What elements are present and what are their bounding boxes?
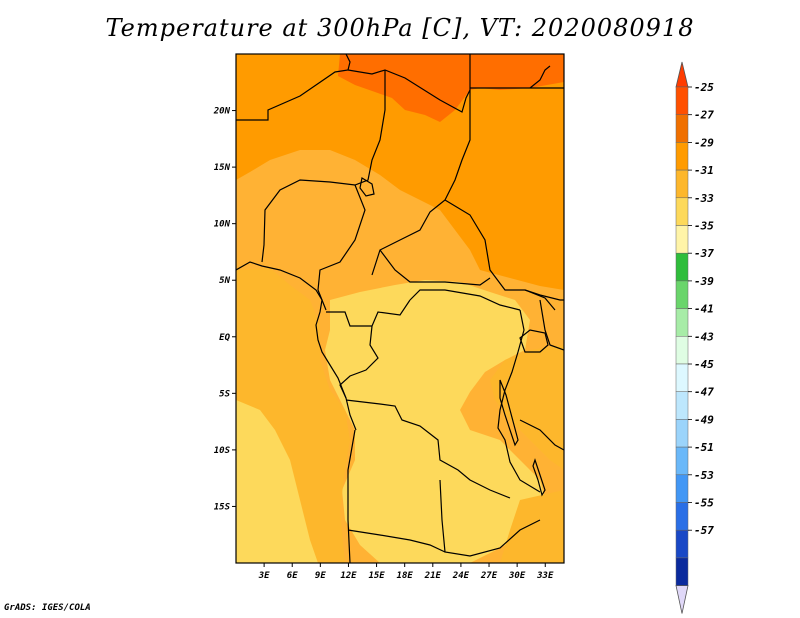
lon-tick-label: 3E [258, 571, 270, 581]
field-band-31-southeast [500, 490, 564, 563]
colorbar-box [675, 446, 689, 476]
colorbar-label: -45 [694, 358, 714, 371]
colorbar-box [675, 363, 689, 392]
border-angola-zambia [347, 429, 356, 563]
coastline-gulf-of-guinea [236, 261, 357, 431]
lat-tick-label: EQ [219, 333, 230, 343]
border-chad-car [379, 249, 491, 286]
lake-chad [359, 177, 375, 197]
colorbar-label: -25 [694, 81, 714, 94]
colorbar-box [675, 86, 689, 115]
colorbar-box [675, 557, 689, 586]
lat-tick-label: 10N [214, 220, 231, 230]
colorbar-label: -47 [694, 386, 714, 399]
lon-tick-label: 12E [340, 571, 357, 581]
colorbar-label: -53 [694, 469, 714, 482]
colorbar-label: -41 [694, 303, 714, 316]
lon-tick-label: 15E [368, 571, 385, 581]
colorbar-label: -55 [694, 497, 714, 510]
latitude-axis: 20N 15N 10N 5N EQ 5S 10S 15S [213, 107, 236, 512]
grads-credit: GrADS: IGES/COLA [4, 603, 91, 613]
red-sea-coast [529, 65, 551, 89]
colorbar-label: -43 [694, 330, 714, 343]
lon-tick-label: 30E [508, 571, 526, 581]
lat-tick-label: 20N [213, 107, 231, 117]
colorbar-box [675, 225, 689, 254]
temperature-field [236, 54, 564, 563]
border-sudan-south [444, 199, 556, 311]
colorbar-box [675, 502, 689, 531]
border-chad-sudan [371, 90, 471, 276]
colorbar-box [675, 391, 689, 420]
colorbar-label: -39 [694, 275, 714, 288]
lat-tick-label: 5N [219, 276, 230, 286]
colorbar-box [675, 419, 689, 448]
map-title: Temperature at 300hPa [C], VT: 202008091… [105, 14, 695, 42]
field-band-25-north [338, 54, 470, 122]
colorbar-label: -49 [694, 413, 714, 426]
colorbar-label: -33 [694, 192, 714, 205]
colorbar-box [675, 529, 689, 559]
colorbar-box [675, 142, 689, 171]
border-angola-south [347, 529, 446, 553]
colorbar-top-arrow [675, 61, 689, 88]
lat-tick-label: 10S [214, 446, 231, 456]
lat-tick-label: 5S [219, 389, 230, 399]
border-zambia [439, 479, 541, 557]
country-borders [236, 54, 564, 563]
border-drc-car [409, 289, 521, 311]
border-east-africa [524, 289, 564, 301]
lat-tick-label: 15N [214, 163, 231, 173]
lon-tick-label: 21E [424, 571, 442, 581]
colorbar-box [675, 336, 689, 365]
lake-malawi [532, 458, 546, 497]
colorbar: -25 -27 -29 -31 -33 -35 -37 -39 -41 -43 -45 -47 -49 -… [675, 61, 714, 614]
colorbar-label: -51 [694, 441, 714, 454]
field-band-27-north [236, 54, 564, 290]
longitude-axis: 3E 6E 9E 12E 15E 18E 21E 24E 27E 30E 33E [258, 563, 554, 581]
colorbar-label: -31 [694, 164, 714, 177]
colorbar-label: -37 [694, 247, 714, 260]
lake-tanganyika [499, 379, 519, 447]
lon-tick-label: 27E [480, 571, 498, 581]
lon-tick-label: 18E [397, 571, 414, 581]
colorbar-label: -35 [694, 220, 714, 233]
field-band-33-southwest [236, 400, 318, 563]
colorbar-box [675, 169, 689, 199]
lon-tick-label: 9E [315, 571, 326, 581]
border-tanzania [519, 419, 564, 451]
colorbar-box [675, 308, 689, 337]
colorbar-box [675, 114, 689, 143]
colorbar-box [675, 252, 689, 282]
colorbar-label: -57 [694, 524, 714, 537]
border-cameroon [317, 184, 366, 311]
map-frame [235, 53, 565, 564]
border-drc-congo [339, 325, 379, 399]
field-band-31-east [490, 345, 564, 470]
colorbar-box [675, 474, 689, 503]
colorbar-label: -27 [694, 109, 714, 122]
lon-tick-label: 6E [287, 571, 298, 581]
lon-tick-label: 24E [452, 571, 470, 581]
border-drc-angola [345, 399, 511, 499]
lake-victoria [519, 329, 549, 353]
field-band-33-interior [325, 280, 548, 563]
border-niger-nigeria [261, 70, 386, 263]
border-drc-east [497, 309, 541, 493]
lon-tick-label: 33E [536, 571, 554, 581]
colorbar-bottom-arrow [675, 585, 689, 614]
border-algeria-niger [236, 54, 351, 121]
colorbar-box [675, 197, 689, 226]
colorbar-box [675, 280, 689, 309]
border-uganda-kenya [539, 299, 564, 351]
colorbar-label: -29 [694, 136, 714, 149]
field-band-25-northeast [470, 54, 564, 90]
lat-tick-label: 15S [214, 502, 231, 512]
border-niger-chad-libya [347, 54, 471, 113]
